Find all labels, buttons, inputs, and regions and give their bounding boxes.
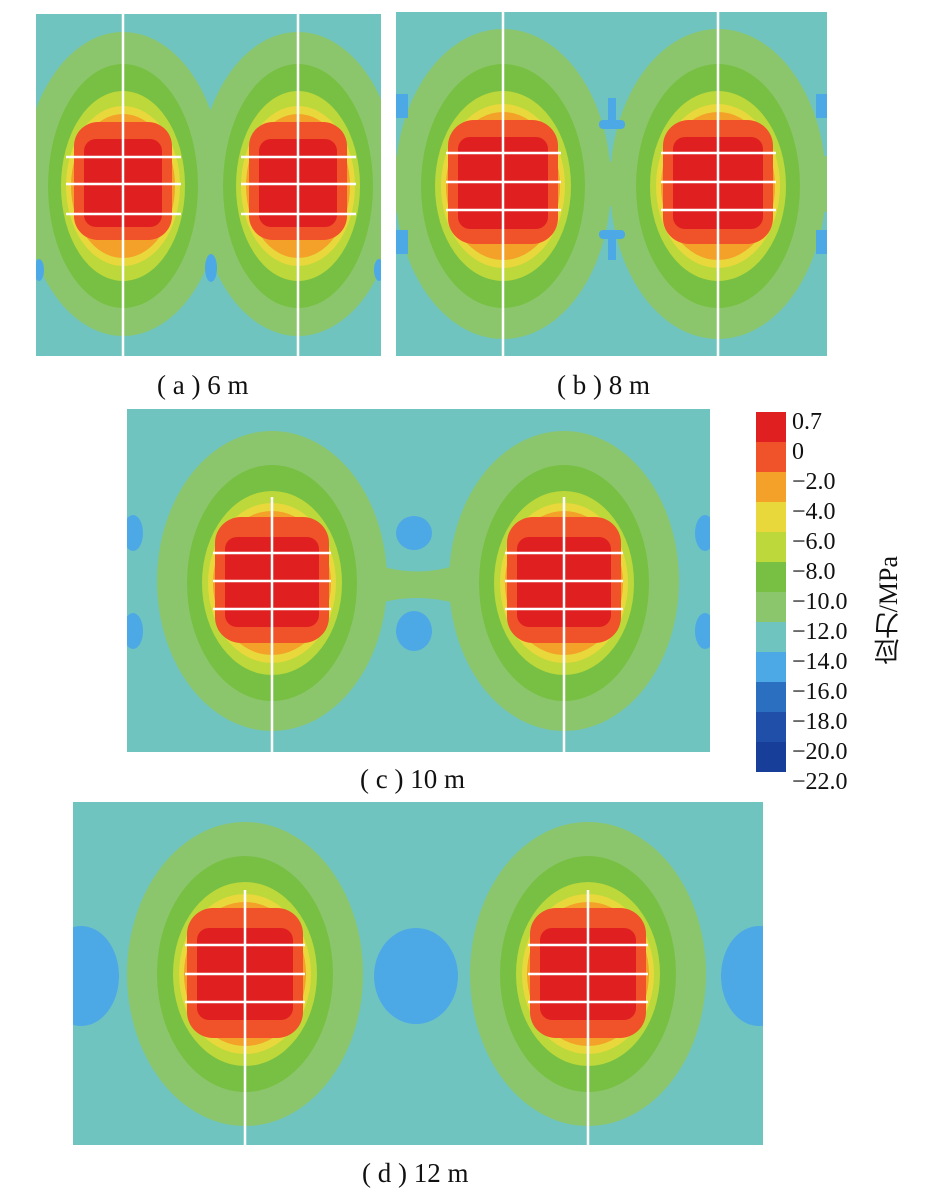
legend-tick-label: −12.0 [792, 619, 848, 645]
legend-color-band [756, 712, 786, 742]
caption-panel-d: ( d ) 12 m [362, 1158, 469, 1188]
fracture-lines [185, 890, 648, 1145]
legend-tick-label: −16.0 [792, 679, 848, 705]
legend-color-band [756, 742, 786, 772]
legend-tick-label: 0 [792, 439, 804, 465]
stress-contour-plot-c [127, 409, 710, 752]
contour-panel-a [36, 14, 381, 356]
legend-tick-label: −2.0 [792, 469, 836, 495]
legend-tick-label: −8.0 [792, 559, 836, 585]
legend-tick-label: −20.0 [792, 739, 848, 765]
legend-color-band [756, 592, 786, 622]
fracture-lines [213, 497, 623, 752]
caption-panel-b: ( b ) 8 m [557, 370, 650, 400]
legend-tick-label: −4.0 [792, 499, 836, 525]
legend-tick-label: −6.0 [792, 529, 836, 555]
low-stress-spots [127, 515, 710, 651]
legend-color-band [756, 412, 786, 442]
stress-contour-plot-d [73, 802, 763, 1145]
legend-color-band [756, 472, 786, 502]
contour-panel-c [127, 409, 710, 752]
legend-color-band [756, 442, 786, 472]
legend-color-band [756, 532, 786, 562]
contour-panel-d [73, 802, 763, 1145]
legend-color-band [756, 502, 786, 532]
contour-panel-b [396, 12, 827, 356]
fracture-lines [66, 14, 356, 356]
caption-panel-c: ( c ) 10 m [360, 764, 465, 794]
legend-color-band [756, 682, 786, 712]
legend-color-band [756, 562, 786, 592]
legend-tick-label: −14.0 [792, 649, 848, 675]
low-stress-spots [396, 94, 827, 260]
color-legend: 0.7 0 −2.0 −4.0 −6.0 −8.0 −10.0 −12.0 −14.0 −16.0… [756, 409, 866, 794]
legend-tick-label: −22.0 [792, 769, 848, 795]
legend-tick-label: −18.0 [792, 709, 848, 735]
legend-title: 应力/MPa [874, 556, 903, 665]
legend-color-band [756, 622, 786, 652]
legend-tick-label: 0.7 [792, 409, 822, 435]
fracture-lines [446, 12, 776, 356]
stress-contour-plot-a [36, 14, 381, 356]
stress-contour-plot-b [396, 12, 827, 356]
low-stress-spots [73, 926, 763, 1026]
legend-tick-label: −10.0 [792, 589, 848, 615]
caption-panel-a: ( a ) 6 m [157, 370, 249, 400]
legend-color-band [756, 652, 786, 682]
